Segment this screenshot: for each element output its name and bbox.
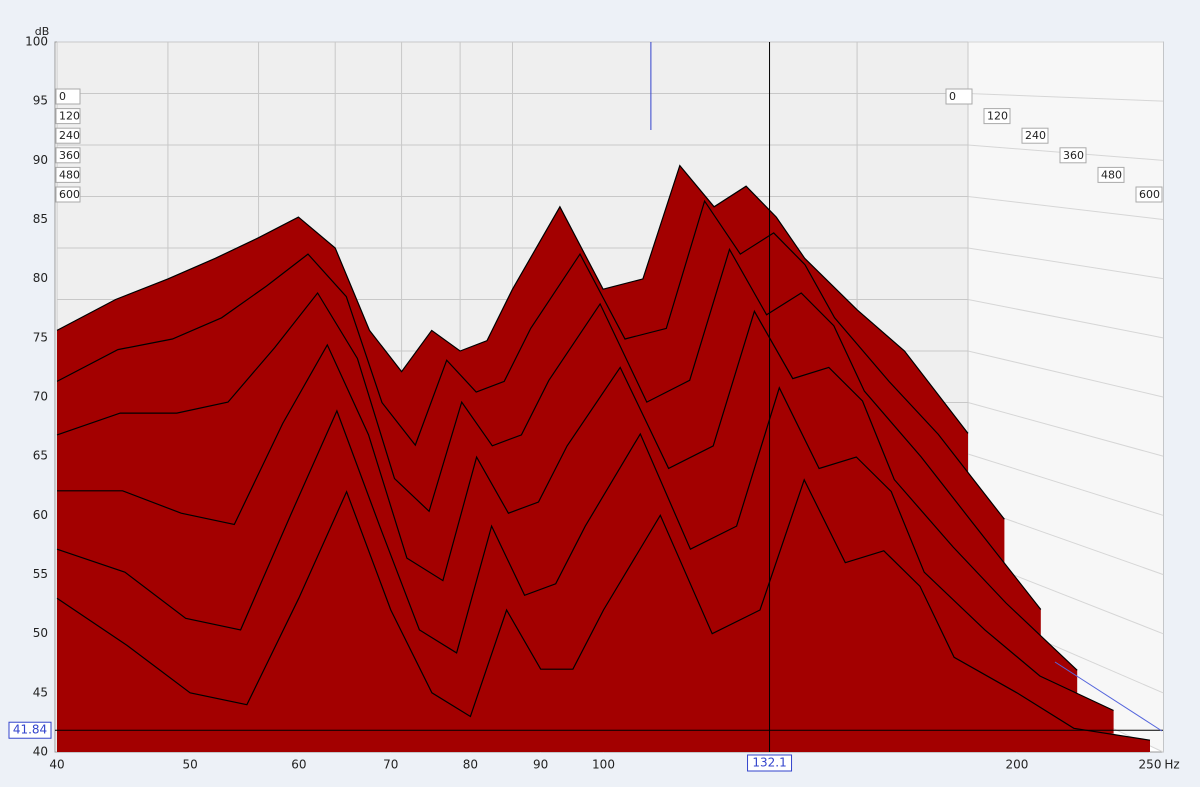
time-label-box	[55, 127, 81, 144]
y-tick-label: 60	[33, 508, 48, 522]
x-tick-label: 200	[1005, 758, 1028, 772]
time-label-box	[1097, 166, 1125, 183]
time-label: 480	[1101, 168, 1122, 181]
y-tick-label: 100	[25, 35, 48, 49]
time-label-box	[1059, 147, 1087, 164]
time-label-box	[55, 108, 81, 125]
x-axis-label: Hz	[1164, 758, 1179, 772]
x-tick-label: 40	[49, 758, 64, 772]
time-label-box	[1135, 186, 1163, 203]
slice-line	[56, 164, 969, 434]
x-tick-label: 100	[592, 758, 615, 772]
y-tick-label: 70	[33, 390, 48, 404]
time-label-box	[55, 186, 81, 203]
time-label-box	[1021, 127, 1049, 144]
time-label: 600	[1139, 188, 1160, 201]
time-label-box	[55, 88, 81, 105]
cursor-label: 41.84	[13, 723, 47, 737]
slice-line	[56, 199, 1005, 520]
slice-line	[56, 386, 1114, 712]
grid-line	[967, 196, 1164, 220]
x-tick-label: 50	[182, 758, 197, 772]
x-tick-label: 80	[463, 758, 478, 772]
slice-fill	[57, 479, 1150, 752]
time-label-box	[55, 166, 81, 183]
time-label: 120	[987, 110, 1008, 123]
slice-line	[56, 478, 1151, 741]
time-label: 600	[59, 188, 80, 201]
time-label: 360	[1063, 149, 1084, 162]
time-label: 240	[1025, 129, 1046, 142]
y-tick-label: 40	[33, 745, 48, 759]
cursor-line-depth	[1054, 661, 1163, 732]
time-label: 120	[59, 110, 80, 123]
time-label: 240	[59, 129, 80, 142]
x-tick-label: 250	[1139, 758, 1162, 772]
cursor-box	[8, 721, 52, 739]
x-tick-label: 90	[533, 758, 548, 772]
y-tick-label: 50	[33, 626, 48, 640]
y-tick-label: 75	[33, 330, 48, 344]
x-tick-label: 60	[291, 758, 306, 772]
grid-line	[967, 247, 1164, 280]
slice-line	[57, 309, 1078, 671]
y-tick-label: 95	[33, 94, 48, 108]
y-tick-label: 65	[33, 449, 48, 463]
right-wall	[968, 42, 1163, 752]
y-tick-label: 80	[33, 271, 48, 285]
y-axis-label: dB	[35, 25, 50, 38]
y-tick-label: 90	[33, 153, 48, 167]
grid-line	[967, 299, 1164, 339]
grid-line	[967, 350, 1164, 398]
y-tick-label: 55	[33, 567, 48, 581]
time-label: 480	[59, 168, 80, 181]
y-tick-label: 85	[33, 212, 48, 226]
cursor-label: 132.1	[752, 756, 786, 770]
time-label: 0	[59, 90, 66, 103]
grid-line	[967, 93, 1164, 102]
time-label-box	[55, 147, 81, 164]
time-label: 360	[59, 149, 80, 162]
x-tick-label: 70	[383, 758, 398, 772]
time-label-box	[983, 108, 1011, 125]
y-tick-label: 45	[33, 685, 48, 699]
time-label: 0	[949, 90, 956, 103]
grid-line	[967, 402, 1164, 457]
cursor-box	[747, 754, 793, 772]
slice-line	[56, 247, 1042, 610]
grid-line	[967, 453, 1164, 516]
time-label-box	[945, 88, 973, 105]
